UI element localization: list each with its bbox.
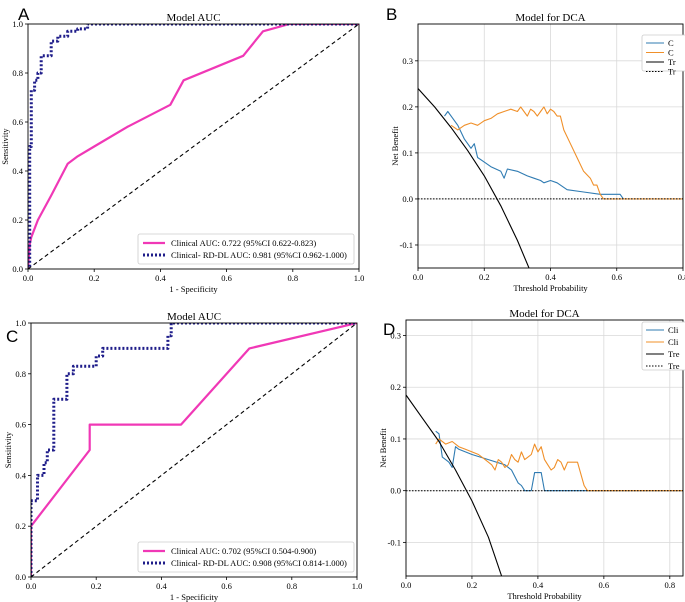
legend-entry: Clinical AUC: 0.722 (95%CI 0.622-0.823) <box>171 238 316 248</box>
legend-entry: Clinical- RD-DL AUC: 0.981 (95%CI 0.962-… <box>171 250 347 260</box>
y-tick-label: 1.0 <box>12 19 23 29</box>
series-line-clinical-1 <box>450 106 683 200</box>
y-tick-label: 0.0 <box>15 572 26 582</box>
y-tick-label: 1.0 <box>15 318 26 328</box>
series-line-clinical-0 <box>31 323 357 577</box>
legend-entry: C <box>668 38 674 48</box>
x-tick-label: 0.0 <box>26 581 37 591</box>
legend-entry: Clinical AUC: 0.702 (95%CI 0.504-0.900) <box>171 546 316 556</box>
panel-label: A <box>18 5 30 24</box>
legend-entry: Tre <box>668 361 680 371</box>
legend-entry: Clinical- RD-DL AUC: 0.908 (95%CI 0.814-… <box>171 558 347 568</box>
chart-title: Model for DCA <box>509 308 579 320</box>
x-tick-label: 0.2 <box>91 581 102 591</box>
y-tick-label: 0.8 <box>15 369 26 379</box>
x-tick-label: 0.4 <box>533 580 544 590</box>
x-tick-label: 0.8 <box>286 581 297 591</box>
legend: Cli Cli Tre Tre <box>641 321 685 371</box>
panel-C: 0.0 0.2 0.4 0.6 0.8 1.0 0.0 0.2 0.4 0.6 0.8 1.0 Mode… <box>3 311 362 602</box>
legend: Clinical AUC: 0.722 (95%CI 0.622-0.823) C… <box>137 233 355 265</box>
legend-box <box>137 233 355 265</box>
y-axis-label: Sensitivity <box>3 431 13 468</box>
x-axis-label: 1 - Specificity <box>170 592 219 602</box>
series-line-clinical-1 <box>31 323 357 577</box>
y-tick-label: 0.0 <box>390 486 401 496</box>
legend-entry: Cli <box>668 337 679 347</box>
y-tick-label: 0.4 <box>12 166 23 176</box>
x-axis-label: Threshold Probability <box>513 283 588 293</box>
y-tick-label: 0.1 <box>402 148 413 158</box>
series-line-treat-2 <box>418 88 530 268</box>
legend-entry: Cli <box>668 325 679 335</box>
series-line-clinical-1 <box>435 438 683 492</box>
legend-box <box>641 321 685 371</box>
x-tick-label: 0.2 <box>467 580 478 590</box>
series-line-treat-2 <box>406 394 503 576</box>
series-line-chance-2 <box>31 323 357 577</box>
legend: Clinical AUC: 0.702 (95%CI 0.504-0.900) C… <box>137 541 355 573</box>
x-tick-label: 0.6 <box>221 273 232 283</box>
y-tick-label: 0.1 <box>390 434 401 444</box>
y-axis-label: Net Benefit <box>378 428 388 468</box>
x-tick-label: 1.0 <box>354 273 365 283</box>
x-tick-label: 0.4 <box>155 273 166 283</box>
series-line-clinical-0 <box>444 110 624 200</box>
x-tick-label: 0.8 <box>287 273 298 283</box>
legend-box <box>137 541 355 573</box>
x-tick-label: 0.4 <box>545 272 556 282</box>
plot-frame <box>27 23 360 270</box>
y-tick-label: 0.2 <box>15 521 26 531</box>
series-line-clinical-1 <box>28 24 359 269</box>
panel-label: D <box>383 320 395 339</box>
x-tick-label: 0.0 <box>401 580 412 590</box>
x-tick-label: 0.6 <box>599 580 610 590</box>
plot-frame <box>405 319 684 577</box>
y-tick-label: -0.1 <box>388 537 401 547</box>
plot-frame <box>30 322 358 578</box>
y-tick-label: 0.2 <box>402 102 413 112</box>
chart-title: Model AUC <box>167 311 221 323</box>
y-tick-label: -0.1 <box>400 240 413 250</box>
x-tick-label: 0.8 <box>678 272 685 282</box>
y-axis-label: Net Benefit <box>390 126 400 166</box>
y-tick-label: 0.0 <box>402 194 413 204</box>
x-tick-label: 0.4 <box>156 581 167 591</box>
panel-A: 0.0 0.2 0.4 0.6 0.8 1.0 0.0 0.2 0.4 0.6 0.8 1.0 Mode… <box>0 5 364 294</box>
x-tick-label: 0.6 <box>221 581 232 591</box>
chart-title: Model for DCA <box>515 12 585 24</box>
legend-entry: Tre <box>668 349 680 359</box>
series-line-clinical-0 <box>435 430 683 492</box>
y-tick-label: 0.6 <box>12 117 23 127</box>
x-tick-label: 0.8 <box>664 580 675 590</box>
x-tick-label: 0.0 <box>23 273 34 283</box>
y-tick-label: 0.4 <box>15 470 26 480</box>
x-tick-label: 0.2 <box>479 272 490 282</box>
panel-D: 0.0 0.2 0.4 0.6 0.8 -0.1 0.0 0.1 0.2 0.3 Model for… <box>378 308 685 601</box>
y-tick-label: 0.8 <box>12 68 23 78</box>
panel-label: C <box>6 327 18 346</box>
y-tick-label: 0.0 <box>12 264 23 274</box>
chart-title: Model AUC <box>166 12 220 24</box>
x-axis-label: 1 - Specificity <box>169 284 218 294</box>
y-tick-label: 0.3 <box>390 331 401 341</box>
x-tick-label: 1.0 <box>352 581 363 591</box>
x-axis-label: Threshold Probability <box>507 591 582 601</box>
y-tick-label: 0.6 <box>15 420 26 430</box>
x-tick-label: 0.6 <box>611 272 622 282</box>
y-tick-label: 0.2 <box>390 382 401 392</box>
legend-entry: C <box>668 48 674 58</box>
series-line-clinical-0 <box>28 24 359 269</box>
panel-label: B <box>386 5 397 24</box>
legend-entry: Tr <box>668 57 676 67</box>
series-line-chance-2 <box>28 24 359 269</box>
panel-B: 0.0 0.2 0.4 0.6 0.8 -0.1 0.0 0.1 0.2 0.3 Model for… <box>386 5 685 293</box>
y-tick-label: 0.3 <box>402 56 413 66</box>
x-tick-label: 0.2 <box>89 273 100 283</box>
y-axis-label: Sensitivity <box>0 128 10 165</box>
x-tick-label: 0.0 <box>413 272 424 282</box>
legend-entry: Tr <box>668 67 676 77</box>
y-tick-label: 0.2 <box>12 215 23 225</box>
